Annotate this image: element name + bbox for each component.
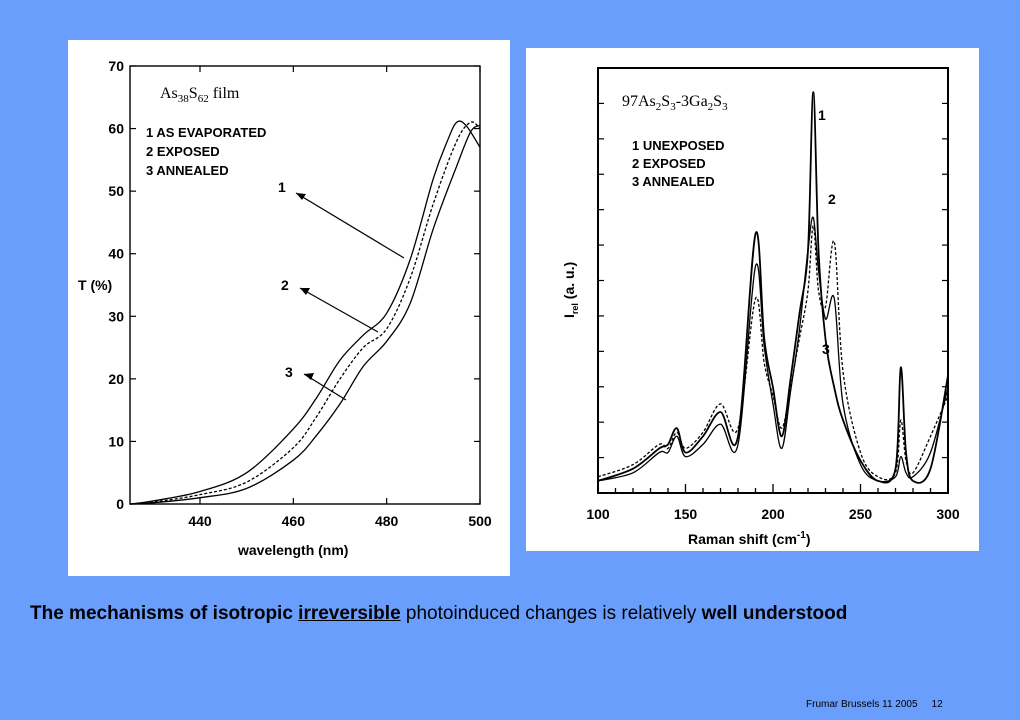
- transmission-series: [129, 120, 481, 505]
- transmission-y-tick-label: 70: [108, 58, 124, 74]
- transmission-legend-item-1: 1 AS EVAPORATED: [146, 125, 266, 140]
- raman-x-tick-label: 300: [936, 506, 960, 522]
- raman-series-line-2: [597, 225, 949, 481]
- transmission-legend-item-3: 3 ANNEALED: [146, 163, 229, 178]
- transmission-y-tick-label: 60: [108, 121, 124, 137]
- transmission-annotation-2: 2: [281, 277, 289, 293]
- transmission-annotation-3: 3: [285, 364, 293, 380]
- transmission-y-tick-label: 50: [108, 183, 124, 199]
- raman-y-axis-label: Irel (a. u.): [561, 262, 580, 318]
- raman-legend-item-2: 2 EXPOSED: [632, 156, 706, 171]
- transmission-annotation-arrow-2: [299, 287, 379, 333]
- transmission-x-tick-label: 460: [282, 513, 306, 529]
- raman-x-tick-label: 100: [586, 506, 610, 522]
- raman-x-axis-label: Raman shift (cm-1): [688, 530, 811, 547]
- raman-tick-labels: 100 150 200 250 300: [586, 506, 960, 522]
- slide-caption: The mechanisms of isotropic irreversible…: [30, 600, 990, 628]
- transmission-y-tick-label: 40: [108, 246, 124, 262]
- transmission-series-line-2: [129, 121, 481, 505]
- raman-series: [597, 91, 949, 484]
- transmission-y-tick-label: 10: [108, 433, 124, 449]
- transmission-chart-panel: 0 10 20 30 40 50 60 70 440 460 480 500 As38S62 film…: [68, 40, 510, 576]
- raman-series-line-3: [597, 216, 949, 483]
- raman-series-line-1: [597, 91, 949, 484]
- transmission-series-line-1: [129, 120, 481, 505]
- raman-x-tick-label: 150: [674, 506, 698, 522]
- slide-footer: Frumar Brussels 11 2005 12: [806, 699, 957, 710]
- transmission-y-tick-label: 30: [108, 308, 124, 324]
- transmission-arrowheads: [296, 193, 314, 380]
- transmission-chart-title: As38S62 film: [160, 85, 240, 105]
- transmission-series-line-3: [129, 124, 481, 505]
- raman-chart: 100 150 200 250 300 97As2S3-3Ga2S3 1 UNEXPOS…: [561, 67, 960, 547]
- raman-annotation-3: 3: [822, 341, 830, 357]
- raman-x-tick-label: 200: [761, 506, 785, 522]
- caption-part-3: photoinduced changes is relatively: [400, 603, 702, 624]
- caption-irreversible: irreversible: [298, 603, 401, 624]
- raman-plot-frame: [597, 67, 949, 494]
- raman-chart-panel: 100 150 200 250 300 97As2S3-3Ga2S3 1 UNEXPOS…: [526, 48, 979, 551]
- transmission-annotation-1: 1: [278, 179, 286, 195]
- transmission-legend-item-2: 2 EXPOSED: [146, 144, 220, 159]
- transmission-x-tick-label: 500: [468, 513, 492, 529]
- page-number: 12: [931, 699, 943, 710]
- transmission-axes: [129, 65, 481, 505]
- transmission-tick-labels: 0 10 20 30 40 50 60 70 440 460 480 500: [108, 58, 491, 529]
- transmission-chart: 0 10 20 30 40 50 60 70 440 460 480 500 As38S62 film…: [78, 58, 492, 558]
- transmission-x-axis-label: wavelength (nm): [237, 542, 348, 558]
- raman-axes: [597, 67, 949, 494]
- footer-author-event: Frumar Brussels 11 2005: [806, 699, 918, 710]
- caption-part-1: The mechanisms of isotropic: [30, 603, 299, 624]
- transmission-y-tick-label: 20: [108, 371, 124, 387]
- transmission-x-tick-label: 480: [375, 513, 399, 529]
- transmission-y-axis-label: T (%): [78, 277, 112, 293]
- raman-annotation-1: 1: [818, 107, 826, 123]
- transmission-x-tick-label: 440: [188, 513, 212, 529]
- transmission-annotation-arrow-1: [295, 192, 405, 259]
- transmission-y-tick-label: 0: [116, 496, 124, 512]
- raman-legend-item-1: 1 UNEXPOSED: [632, 138, 724, 153]
- raman-x-tick-label: 250: [849, 506, 873, 522]
- raman-annotation-2: 2: [828, 191, 836, 207]
- caption-part-4: well understood: [701, 603, 848, 624]
- raman-legend-item-3: 3 ANNEALED: [632, 174, 715, 189]
- raman-chart-title: 97As2S3-3Ga2S3: [622, 93, 728, 113]
- transmission-plot-frame: [129, 65, 481, 505]
